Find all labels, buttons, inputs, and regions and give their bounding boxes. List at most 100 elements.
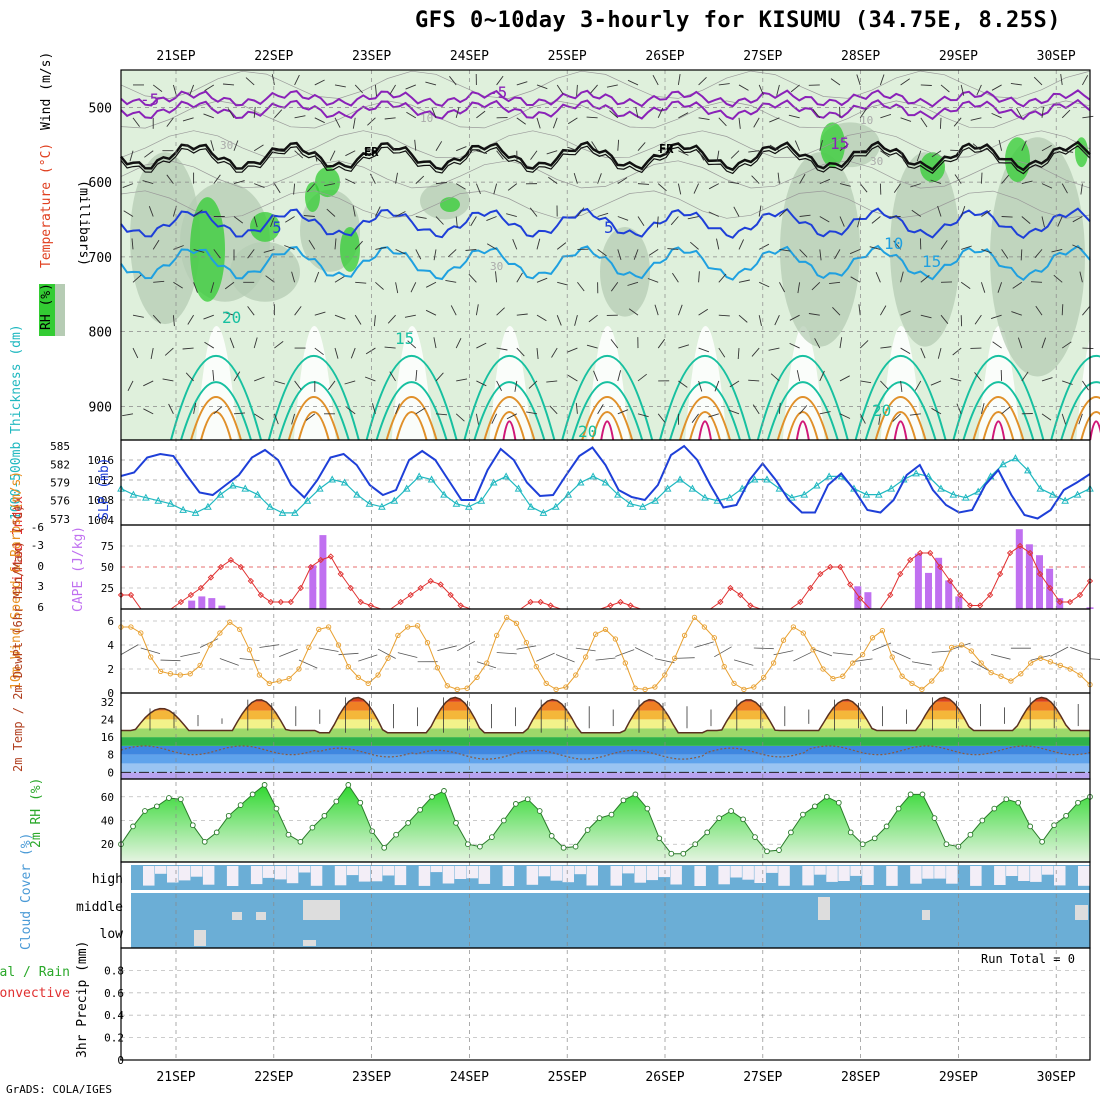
wind-barb [447,249,457,258]
temp-contour-30 [1080,410,1100,441]
rh2m-marker [536,808,543,814]
lifted-index-axis-label: Lifted Index [11,496,26,590]
wind-barb [728,409,740,415]
wind-barb [273,413,279,425]
temp-contour-label: -5 [488,83,507,102]
wind-speed-marker [345,663,352,670]
cloud-level-label: low [100,927,124,942]
thickness-tick-label: 582 [50,458,70,471]
thickness-marker [514,484,523,492]
cloud-cover-axis-label: Cloud Cover (%) [19,833,34,950]
wind-barb [213,174,221,184]
date-label-bottom: 29SEP [939,1070,978,1085]
thickness-marker [763,475,771,483]
wind-barb [344,380,356,385]
wind-barb [253,337,258,349]
temp-contour-20 [962,381,1035,441]
rh2m-marker [835,799,842,806]
li-tick-label: 6 [37,601,44,614]
thickness-marker [862,490,871,498]
thickness-marker [303,496,312,504]
lifted-index-marker [537,598,544,606]
cape-bar [198,596,206,609]
rh-green-patch [920,152,945,183]
wind-barb [648,249,659,256]
slp-tick-label: 1004 [88,514,115,527]
wind-barb [718,273,727,283]
wind-barb [991,112,1002,119]
wind-barb [142,180,154,185]
cape-axis-label: CAPE (J/kg) [71,526,86,612]
wind-barb [597,173,602,184]
thickness-marker [204,502,212,510]
wind-barb [549,405,558,415]
thickness-line [120,457,1091,514]
grads-credit: GrADS: COLA/IGES [6,1083,112,1096]
thickness-marker [800,490,809,498]
wind-barb [610,282,619,292]
rh2m-axis-label: 2m RH (%) [29,778,44,848]
wind-barb [270,216,275,227]
rh-legend-swatch [55,284,65,336]
thickness-marker [676,475,684,483]
temp-contour-25 [190,396,242,441]
wind-barb [779,282,785,293]
wind-barb [819,370,825,382]
rh2m-marker [166,795,172,801]
wind-speed-marker [1057,662,1063,669]
wind-speed-marker [148,654,154,660]
wind-barb [506,413,518,420]
wind-barb [940,240,948,250]
wind-barb [516,117,526,125]
lifted-index-marker [907,556,914,564]
lifted-index-marker [947,577,954,585]
surface-wind-barb [338,652,359,656]
temp-contour-10 [120,244,1091,281]
wind-speed-marker [335,642,342,648]
rh-contour-label: 10 [420,112,433,125]
thickness-marker [154,496,163,504]
wind-barb [406,111,417,119]
high-cloud-gap [262,866,275,878]
wind-barb [657,107,664,119]
rh2m-marker [572,843,579,850]
wind-barb [303,215,315,217]
wind-barb [187,314,194,325]
li-tick-label: 0 [37,560,44,573]
thickness-marker [738,484,746,492]
high-cloud-gap [478,866,491,884]
temp-contour-25 [385,396,438,441]
wind-barb [314,79,325,86]
surface-wind-barb [496,652,517,655]
wind-speed-marker [592,631,599,637]
lifted-index-marker [217,563,225,571]
wind-barb [751,175,760,184]
wind-barb [1001,406,1011,415]
wind-barb [536,117,541,129]
temp-contour-15 [756,355,849,441]
wind-barb [365,347,376,355]
wind-barb [930,179,942,185]
temp-contour-20 [571,381,644,441]
rh2m-marker [177,796,184,803]
rh2m-marker [285,831,292,838]
cloud-level-label: high [92,872,123,887]
wind-barb [1021,180,1033,185]
wind-barb [776,84,780,96]
lifted-index-marker [297,584,304,592]
wind-barb [536,314,547,322]
wind-barb [263,248,275,253]
lifted-index-marker [1076,591,1084,599]
wind-speed-marker [207,642,213,648]
slp-tick-label: 1016 [88,454,115,467]
chart-title: GFS 0~10day 3-hourly for KISUMU (34.75E,… [415,8,1062,33]
thickness-marker [216,490,225,498]
wind-barb [475,413,479,425]
moist-zone [890,152,960,347]
wind-barb [291,413,296,425]
wind-barb [334,314,346,320]
wind-barb [222,83,235,86]
wind-barb [204,84,215,92]
wind-speed-marker [385,655,391,661]
